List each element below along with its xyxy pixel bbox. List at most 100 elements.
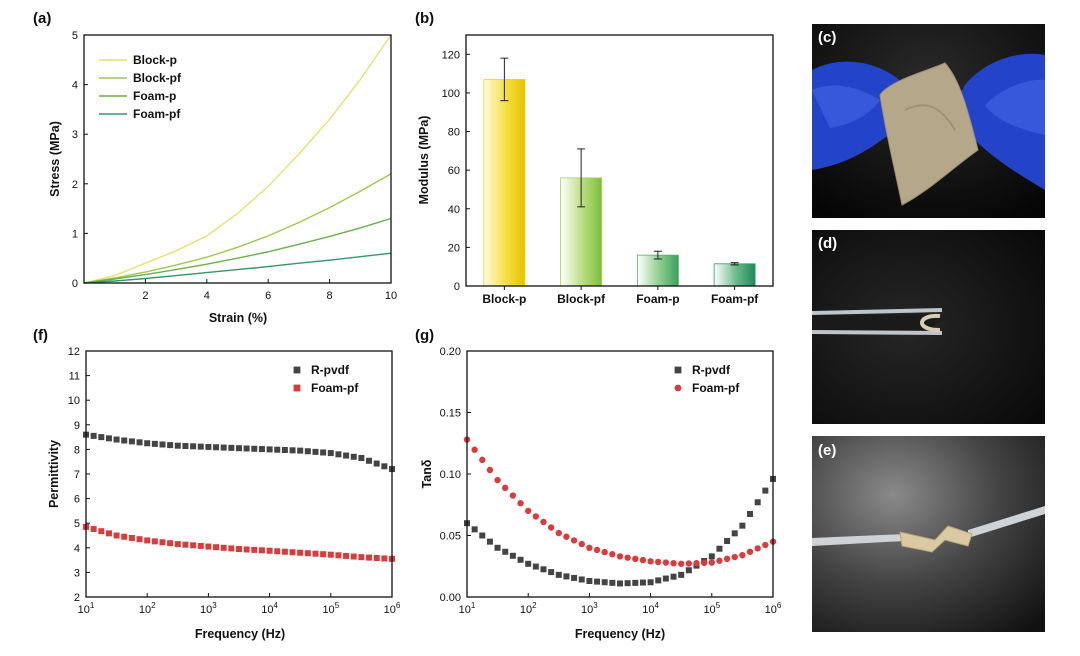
chart-f-point-r-pvdf <box>136 439 143 446</box>
chart-f-point-foam-pf <box>381 555 388 562</box>
chart-g-xtick-label: 105 <box>703 601 720 616</box>
chart-b-ytick-label: 120 <box>442 49 460 61</box>
chart-b-category-label: Foam-p <box>636 292 679 306</box>
chart-g-point-r-pvdf <box>563 573 570 580</box>
chart-f-point-r-pvdf <box>281 447 288 454</box>
chart-g-ytick-label: 0.05 <box>440 531 461 543</box>
chart-f-point-foam-pf <box>190 542 197 549</box>
chart-g-point-foam-pf <box>746 548 754 555</box>
chart-f-ytick-label: 10 <box>68 395 80 407</box>
chart-b-category-label: Block-p <box>482 292 526 306</box>
chart-f-point-r-pvdf <box>258 446 265 453</box>
chart-a-series-line-block-pf <box>83 173 392 284</box>
chart-f-ytick-label: 11 <box>69 371 80 383</box>
chart-f-ylabel: Permittivity <box>47 440 61 508</box>
chart-f-point-r-pvdf <box>251 445 258 452</box>
chart-b-ytick-label: 100 <box>442 88 460 100</box>
chart-f-ytick-label: 8 <box>74 444 80 456</box>
chart-f-point-r-pvdf <box>373 460 380 467</box>
chart-b-ytick-label: 80 <box>448 127 460 139</box>
chart-b-bar-block-p <box>483 79 526 287</box>
chart-a-ytick-label: 4 <box>72 80 78 92</box>
chart-g-ytick-label: 0.00 <box>440 592 461 604</box>
chart-g-point-r-pvdf <box>594 578 601 585</box>
chart-g-point-foam-pf <box>662 559 670 566</box>
chart-b-ytick-label: 20 <box>448 242 460 254</box>
panel-label-a: (a) <box>33 10 51 27</box>
chart-g-point-foam-pf <box>555 529 562 537</box>
chart-g-xtick-label: 104 <box>642 601 659 616</box>
chart-g-point-foam-pf <box>677 560 685 567</box>
chart-a-ytick-label: 0 <box>72 278 78 290</box>
chart-f-ytick-label: 2 <box>74 592 80 604</box>
chart-f-point-foam-pf <box>266 547 273 554</box>
chart-g-point-r-pvdf <box>754 499 761 506</box>
chart-b-modulus-bars: Block-p Block-pf Foam-p Foam-pf 0 20 40 60 80 100… <box>417 34 774 306</box>
chart-g-point-foam-pf <box>616 553 624 560</box>
chart-f-point-foam-pf <box>213 544 220 551</box>
chart-g-point-foam-pf <box>479 456 486 464</box>
chart-f-ytick-label: 5 <box>74 518 80 530</box>
chart-f-point-r-pvdf <box>105 435 112 442</box>
chart-f-point-foam-pf <box>105 530 112 537</box>
chart-g-point-foam-pf <box>471 446 478 453</box>
chart-g-point-foam-pf <box>502 484 509 492</box>
chart-b-axes-frame <box>465 34 774 287</box>
chart-f-point-foam-pf <box>251 546 258 553</box>
chart-f-legend-marker <box>293 384 301 392</box>
chart-f-point-r-pvdf <box>121 437 128 444</box>
chart-f-point-foam-pf <box>373 555 380 562</box>
chart-g-point-foam-pf <box>494 476 501 484</box>
chart-b-category-label: Foam-pf <box>711 292 759 306</box>
chart-g-point-r-pvdf <box>586 578 593 585</box>
chart-g-point-r-pvdf <box>762 487 769 494</box>
chart-f-point-foam-pf <box>113 532 120 539</box>
chart-g-point-foam-pf <box>609 551 616 558</box>
chart-a-ytick-label: 3 <box>72 129 78 141</box>
chart-f-point-foam-pf <box>312 550 319 557</box>
chart-g-point-foam-pf <box>509 492 517 499</box>
chart-f-permittivity: 101 102 103 104 105 106 2 3 4 5 6 7 8 9 10 11 12 R-pvdf F… <box>47 346 401 641</box>
chart-g-point-r-pvdf <box>548 569 555 576</box>
chart-g-ytick-label: 0.10 <box>440 469 461 481</box>
chart-g-legend-marker <box>674 384 682 392</box>
chart-f-point-r-pvdf <box>350 453 357 460</box>
chart-f-point-foam-pf <box>182 541 189 548</box>
chart-f-point-foam-pf <box>281 548 288 555</box>
chart-a-legend-label: Foam-p <box>133 89 176 103</box>
chart-f-point-foam-pf <box>335 552 342 559</box>
chart-g-point-foam-pf <box>570 537 578 544</box>
chart-f-point-r-pvdf <box>266 446 273 453</box>
chart-a-xlabel: Strain (%) <box>209 311 267 325</box>
chart-f-xtick-label: 104 <box>261 601 278 616</box>
chart-f-point-r-pvdf <box>274 446 281 453</box>
chart-f-point-foam-pf <box>205 543 212 550</box>
chart-g-point-foam-pf <box>593 546 601 554</box>
chart-f-point-foam-pf <box>274 548 281 555</box>
chart-g-point-foam-pf <box>525 507 532 515</box>
chart-a-legend-label: Block-p <box>133 53 177 67</box>
chart-g-point-foam-pf <box>540 518 547 526</box>
chart-g-legend-label: Foam-pf <box>692 381 740 395</box>
chart-g-point-r-pvdf <box>685 567 692 574</box>
chart-f-point-r-pvdf <box>343 452 350 459</box>
chart-g-point-r-pvdf <box>670 573 677 580</box>
chart-f-point-r-pvdf <box>128 438 135 445</box>
chart-g-xtick-label: 103 <box>581 601 598 616</box>
chart-g-point-r-pvdf <box>655 577 662 584</box>
chart-f-point-r-pvdf <box>213 444 220 451</box>
chart-b-ytick-label: 40 <box>448 204 460 216</box>
chart-g-point-foam-pf <box>723 555 731 563</box>
chart-g-point-r-pvdf <box>517 556 524 563</box>
chart-a-xtick-label: 10 <box>385 290 397 302</box>
chart-a-series-line-foam-pf <box>83 252 392 284</box>
chart-f-point-foam-pf <box>121 533 128 540</box>
chart-g-point-foam-pf <box>708 559 715 566</box>
chart-f-point-foam-pf <box>220 544 227 551</box>
gloved-hands-bending-film-photo <box>812 53 1045 206</box>
chart-f-point-r-pvdf <box>327 450 334 457</box>
chart-f-point-foam-pf <box>144 537 151 544</box>
chart-g-point-foam-pf <box>655 558 662 566</box>
chart-f-point-foam-pf <box>343 552 350 559</box>
chart-g-point-foam-pf <box>685 560 693 567</box>
